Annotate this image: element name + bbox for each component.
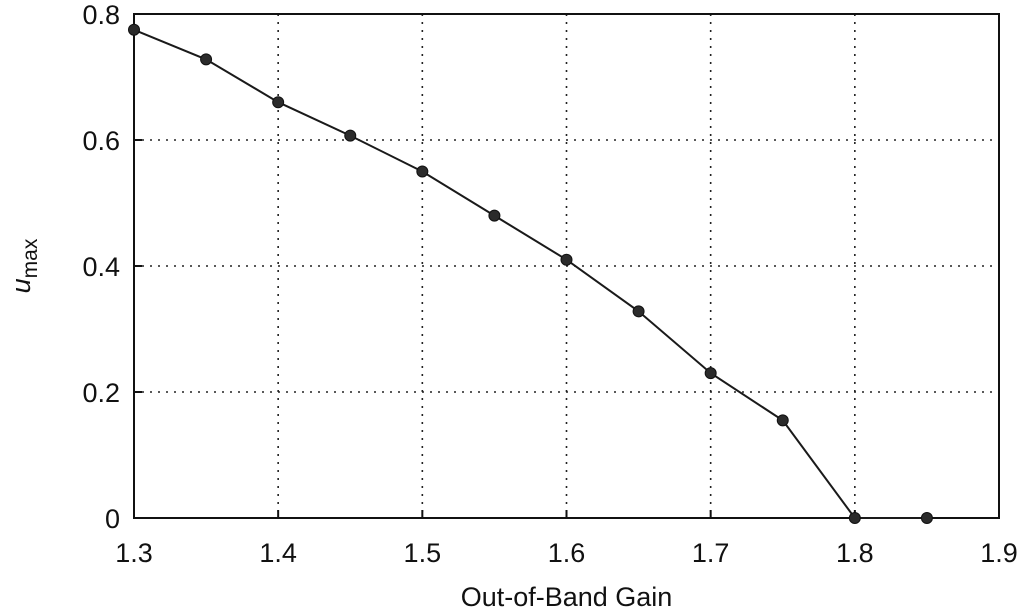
data-point <box>776 414 789 427</box>
x-tick-label: 1.3 <box>115 538 153 568</box>
axis-ticks <box>133 13 1000 519</box>
series <box>133 28 927 519</box>
data-point <box>488 209 501 222</box>
y-tick-label: 0.6 <box>82 126 120 156</box>
data-point <box>416 165 429 178</box>
y-axis-title-sub: max <box>19 238 42 278</box>
y-tick-label: 0.4 <box>82 252 120 282</box>
y-tick-label: 0.8 <box>82 0 120 30</box>
data-point <box>272 96 285 109</box>
data-point <box>848 512 861 524</box>
data-point <box>128 23 140 36</box>
grid <box>134 14 999 518</box>
x-axis-tick-labels: 1.3 1.4 1.5 1.6 1.7 1.8 1.9 <box>115 538 1018 568</box>
x-axis-title: Out-of-Band Gain <box>461 582 673 610</box>
data-point <box>560 253 573 266</box>
y-axis-title: umax <box>6 238 42 293</box>
x-tick-label: 1.7 <box>692 538 730 568</box>
y-axis-title-main: u <box>6 278 36 293</box>
data-point <box>704 367 717 380</box>
x-tick-label: 1.6 <box>548 538 586 568</box>
x-tick-label: 1.8 <box>836 538 874 568</box>
series-line <box>133 28 927 519</box>
data-points <box>128 23 933 524</box>
x-tick-label: 1.4 <box>259 538 297 568</box>
data-point <box>632 305 645 318</box>
data-point <box>920 512 933 524</box>
y-axis-tick-labels: 0 0.2 0.4 0.6 0.8 <box>82 0 120 534</box>
x-tick-label: 1.5 <box>404 538 442 568</box>
data-point <box>200 53 213 66</box>
x-tick-label: 1.9 <box>980 538 1018 568</box>
y-tick-label: 0.2 <box>82 378 120 408</box>
data-point <box>344 129 357 142</box>
y-tick-label: 0 <box>105 504 120 534</box>
